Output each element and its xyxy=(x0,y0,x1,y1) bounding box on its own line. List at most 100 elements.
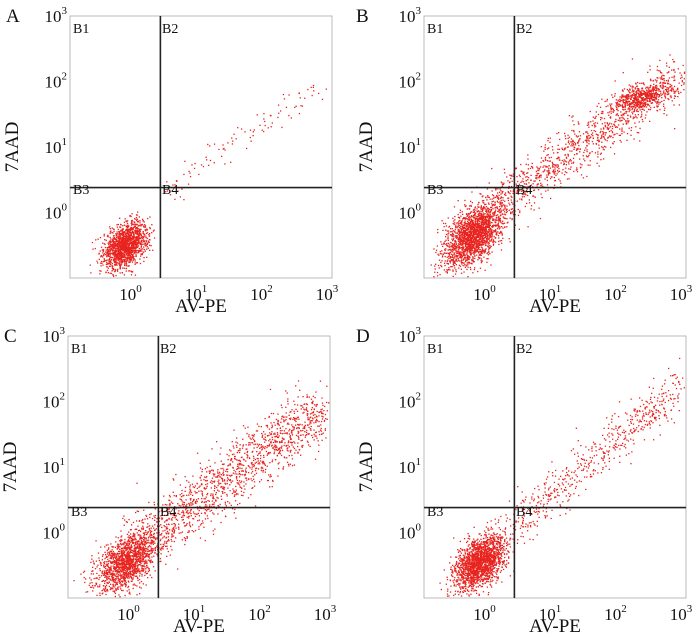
data-point xyxy=(564,148,566,150)
data-point xyxy=(131,235,134,238)
data-point xyxy=(113,260,115,262)
data-point xyxy=(141,239,143,241)
data-point xyxy=(453,261,456,263)
data-point xyxy=(145,235,147,237)
data-point xyxy=(466,228,469,230)
data-point xyxy=(466,268,468,271)
data-point xyxy=(222,144,224,146)
data-point xyxy=(148,235,150,237)
data-point xyxy=(117,223,119,226)
data-point xyxy=(582,155,584,157)
data-point xyxy=(256,114,258,116)
data-point xyxy=(133,246,135,248)
data-point xyxy=(493,235,495,238)
data-point xyxy=(125,240,127,242)
data-point xyxy=(477,250,479,252)
data-point xyxy=(564,154,566,156)
data-point xyxy=(111,248,113,251)
data-point xyxy=(498,217,500,219)
data-point xyxy=(569,158,571,161)
data-point xyxy=(559,138,561,141)
data-point xyxy=(142,236,144,238)
data-point xyxy=(444,248,446,250)
data-point xyxy=(446,230,448,232)
data-point xyxy=(113,241,115,243)
data-point xyxy=(213,143,216,145)
data-point xyxy=(115,257,117,260)
data-point xyxy=(636,110,638,112)
data-point xyxy=(600,119,602,121)
data-point xyxy=(126,241,128,243)
data-point xyxy=(495,196,497,198)
data-point xyxy=(494,209,497,211)
data-point xyxy=(614,125,616,127)
data-point xyxy=(135,233,137,235)
data-point xyxy=(484,227,486,229)
data-point xyxy=(539,174,542,176)
data-point xyxy=(491,232,494,234)
data-point xyxy=(193,167,196,170)
data-point xyxy=(552,163,554,165)
data-point xyxy=(433,248,435,250)
data-point xyxy=(501,205,503,207)
data-point xyxy=(474,221,476,223)
data-point xyxy=(557,148,559,150)
data-point xyxy=(454,273,457,275)
data-point xyxy=(453,206,456,208)
data-point xyxy=(464,241,467,243)
data-point xyxy=(538,169,540,172)
data-point xyxy=(480,232,482,234)
data-point xyxy=(612,111,614,113)
data-point xyxy=(458,236,460,238)
data-point xyxy=(116,240,118,242)
data-point xyxy=(598,165,600,167)
data-point xyxy=(134,243,136,245)
data-point xyxy=(645,114,647,116)
data-point xyxy=(661,97,663,99)
data-point xyxy=(470,254,472,256)
data-point xyxy=(137,238,139,240)
data-point xyxy=(459,251,461,254)
data-point xyxy=(473,244,475,246)
data-point xyxy=(476,248,478,251)
data-point xyxy=(448,246,451,248)
data-point xyxy=(577,123,580,125)
data-point xyxy=(614,93,616,95)
data-point xyxy=(122,231,124,233)
data-point xyxy=(462,241,464,243)
data-point xyxy=(280,110,282,112)
data-point xyxy=(480,230,482,232)
data-point xyxy=(521,198,523,200)
data-point xyxy=(470,218,472,220)
data-point xyxy=(472,246,474,248)
data-point xyxy=(103,259,105,261)
data-point xyxy=(121,229,124,232)
data-point xyxy=(115,252,117,254)
data-point xyxy=(627,108,629,110)
data-point xyxy=(97,238,99,240)
data-point xyxy=(638,100,641,102)
data-point xyxy=(484,248,486,251)
data-point xyxy=(133,231,135,234)
data-point xyxy=(100,260,103,263)
data-point xyxy=(594,117,597,119)
data-point xyxy=(474,231,477,233)
data-point xyxy=(134,250,136,253)
data-point xyxy=(643,84,645,86)
data-point xyxy=(135,236,137,238)
data-point xyxy=(259,124,261,126)
data-point xyxy=(607,128,609,130)
data-point xyxy=(480,228,482,230)
data-point xyxy=(109,240,111,242)
data-point xyxy=(472,259,474,261)
data-point xyxy=(583,151,585,154)
data-point xyxy=(655,90,657,92)
data-point xyxy=(565,143,567,145)
data-point xyxy=(582,141,584,143)
data-point xyxy=(534,180,536,182)
data-point xyxy=(648,108,650,111)
data-point xyxy=(127,234,129,236)
data-point xyxy=(112,274,114,276)
data-point xyxy=(548,157,550,159)
data-point xyxy=(592,135,594,137)
